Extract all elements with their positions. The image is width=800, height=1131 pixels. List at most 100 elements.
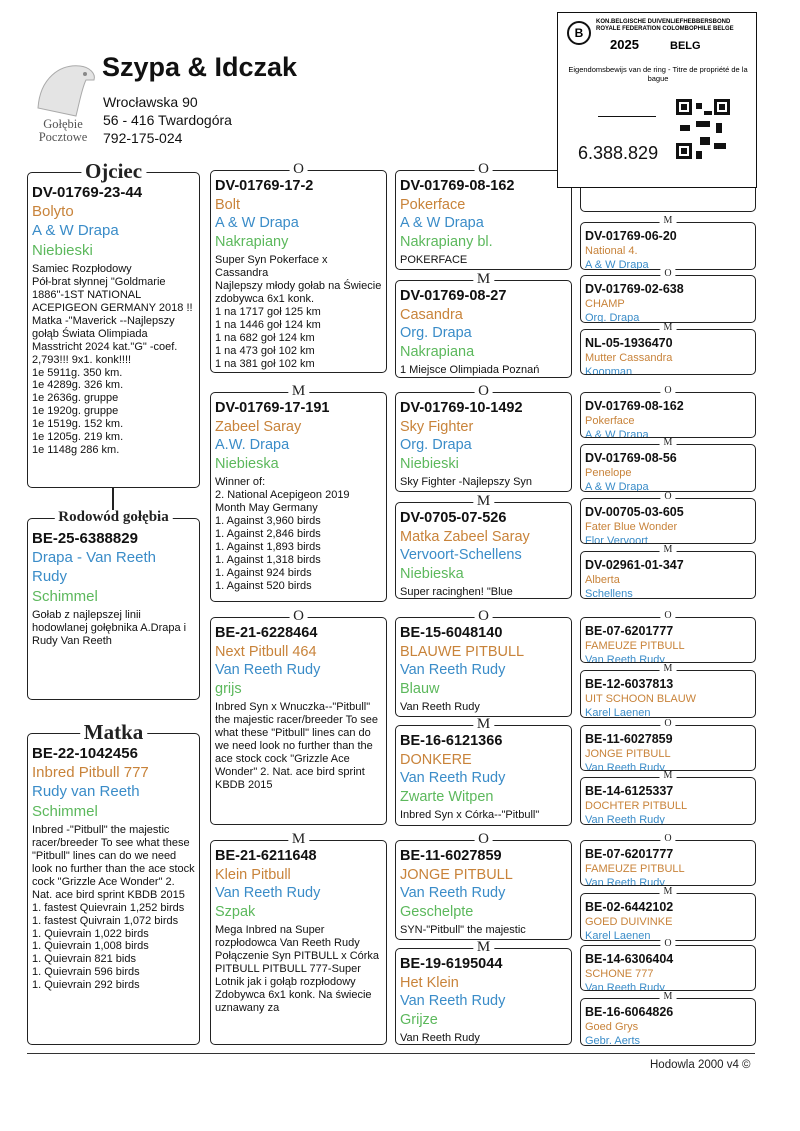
name: Bolyto (32, 203, 74, 221)
pedigree-box: DV-01769-06-20 National 4. A & W Drapa (580, 222, 756, 270)
ring: BE-11-6027859 (400, 848, 502, 864)
breeder: Van Reeth Rudy (585, 814, 665, 825)
color: Schimmel (32, 802, 98, 820)
name: Fater Blue Wonder (585, 521, 678, 533)
federation-line: KON.BELGISCHE DUIVENLIEFHEBBERSBOND (596, 19, 731, 25)
ring: DV-01769-02-638 (585, 282, 684, 296)
box-label: M (472, 939, 495, 955)
ring: BE-14-6125337 (585, 784, 674, 798)
name: Inbred Pitbull 777 (32, 764, 149, 782)
note: 1e 1205g. 219 km. (32, 431, 124, 444)
pedigree-box: BE-21-6211648 Klein Pitbull Van Reeth Rudy… (210, 840, 387, 1045)
breeder: Van Reeth Rudy (585, 982, 665, 991)
logo-text: Gołębie Pocztowe (28, 117, 98, 144)
color: Niebieski (400, 455, 459, 472)
breeder: Gebr. Aerts (585, 1035, 641, 1046)
box-label: Ojciec (80, 160, 147, 182)
color: Blauw (400, 680, 440, 697)
box-label: O (660, 611, 676, 621)
note: 1. fastest Quievrain 1,252 birds (32, 901, 185, 914)
color: Nakrapiany (215, 233, 289, 250)
qr-code (676, 99, 730, 159)
note: 1e 5911g. 350 km. (32, 366, 123, 379)
note: 1. Quievrain 1,022 birds (32, 927, 149, 940)
name: Next Pitbull 464 (215, 643, 317, 660)
notes: Inbred Syn x Córka--"Pitbull" (400, 809, 567, 822)
box-label: O (660, 492, 676, 502)
breeder: Van Reeth Rudy (400, 662, 506, 679)
ring: BE-07-6201777 (585, 624, 674, 638)
notes: Samiec Rozpłodowy Pół-brat słynnej "Goldm… (32, 263, 195, 458)
ring: BE-16-6064826 (585, 1005, 674, 1019)
pedigree-box: DV-01769-08-162 Pokerface A & W Drapa Nakra… (395, 170, 572, 270)
pedigree-box: BE-16-6121366 DONKERE Van Reeth Rudy Zwarte… (395, 725, 572, 826)
name: JONGE PITBULL (400, 866, 513, 883)
note: 1. Against 1,893 birds (215, 541, 321, 554)
color: Geschelpte (400, 903, 474, 920)
notes: Van Reeth Rudy (400, 1032, 567, 1044)
box-label: O (660, 269, 676, 279)
pedigree-box: DV-01769-08-27 Casandra Org. Drapa Nakrapia… (395, 280, 572, 378)
address: Wrocławska 90 56 - 416 Twardogóra 792-17… (103, 93, 232, 147)
notes: Gołab z najlepszej linii hodowlanej gołę… (32, 609, 195, 648)
note: 1 Miejsce Olimpiada Poznań (400, 364, 540, 377)
pedigree-box: DV-02961-01-347 Alberta Schellens (580, 551, 756, 599)
box-label: Matka (79, 721, 148, 743)
color: Niebieska (215, 455, 279, 472)
pedigree-box: DV-01769-08-162 Pokerface A & W Drapa (580, 392, 756, 438)
box-label: M (659, 771, 677, 781)
box-label: O (474, 831, 493, 847)
name: Bolt (215, 196, 240, 213)
breeder: Karel Laenen (585, 930, 651, 941)
pedigree-box: BE-19-6195044 Het Klein Van Reeth Rudy Grij… (395, 948, 572, 1045)
name: Casandra (400, 306, 463, 323)
pedigree-box: BE-22-1042456 Inbred Pitbull 777 Rudy van … (27, 733, 200, 1045)
federation-line: ROYALE FEDERATION COLOMBOPHILE BELGE (596, 26, 734, 32)
breeder: Drapa - Van Reeth Rudy (32, 549, 156, 586)
box-label: O (660, 719, 676, 729)
breeder: Van Reeth Rudy (585, 762, 665, 771)
pedigree-box: BE-21-6228464 Next Pitbull 464 Van Reeth R… (210, 617, 387, 825)
box-label: O (474, 383, 493, 399)
notes: Inbred Syn x Wnuczka--"Pitbull" the maje… (215, 701, 382, 792)
federation: KON.BELGISCHE DUIVENLIEFHEBBERSBOND ROYA… (596, 19, 734, 33)
box-label: M (659, 992, 677, 1002)
name: DOCHTER PITBULL (585, 800, 688, 812)
note: Winner of: (215, 476, 266, 489)
breeder: A & W Drapa (585, 429, 649, 438)
note: Inbred -"Pitbull" the majestic racer/bre… (32, 823, 195, 901)
breeder: A & W Drapa (400, 215, 484, 232)
breeder: Org. Drapa (400, 437, 472, 454)
svg-text:B: B (575, 26, 584, 40)
note: Mega Inbred na Super rozpłodowca Van Ree… (215, 924, 380, 1014)
pedigree-box: BE-11-6027859 JONGE PITBULL Van Reeth Rudy (580, 725, 756, 771)
ring: BE-25-6388829 (32, 530, 138, 547)
ring-certificate: B KON.BELGISCHE DUIVENLIEFHEBBERSBOND RO… (557, 12, 757, 188)
note: Samiec Rozpłodowy (32, 262, 132, 275)
certificate-number: 6.388.829 (578, 143, 659, 163)
notes: Sky Fighter -Najlepszy Syn (400, 476, 567, 489)
box-label: M (472, 493, 495, 509)
note: 1 na 1446 goł 124 km (215, 319, 321, 332)
footer-rule (27, 1053, 755, 1054)
ring: DV-01769-06-20 (585, 229, 677, 243)
pedigree-box: DV-01769-17-2 Bolt A & W Drapa Nakrapiany Su… (210, 170, 387, 373)
pedigree-box: BE-12-6037813 UIT SCHOON BLAUW Karel Laene… (580, 670, 756, 718)
ring: NL-05-1936470 (585, 336, 673, 350)
box-label: M (659, 438, 677, 448)
country: BELG (670, 40, 701, 52)
address-line: 56 - 416 Twardogóra (103, 112, 232, 128)
box-label: M (659, 545, 677, 555)
ring: DV-01769-23-44 (32, 184, 143, 201)
note: 1 na 381 goł 102 km (215, 357, 315, 370)
note: 1e 1519g. 152 km. (32, 418, 124, 431)
breeder: Van Reeth Rudy (400, 993, 506, 1010)
pedigree-box: BE-07-6201777 FAMEUZE PITBULL Van Reeth Ru… (580, 617, 756, 663)
note: 1 na 682 goł 124 km (215, 332, 315, 344)
note: 1 na 473 goł 102 km (215, 344, 315, 357)
note: 1. fastest Quivrain 1,072 birds (32, 914, 179, 927)
box-label: O (289, 161, 308, 177)
name: CHAMP (585, 298, 625, 310)
note: Inbred Syn x Wnuczka--"Pitbull" the maje… (215, 701, 379, 791)
color: Niebieski (32, 241, 93, 259)
